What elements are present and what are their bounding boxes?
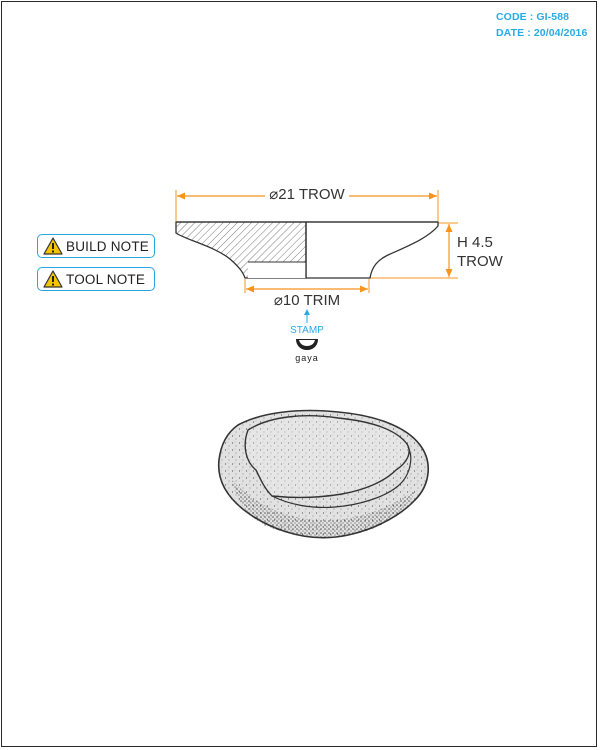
base-width-dimension: ⌀10 TRIM [244,279,370,309]
height-label-line1: H 4.5 [457,234,493,251]
svg-text:gaya: gaya [295,353,319,363]
date-label: DATE : 20/04/2016 [496,27,588,39]
top-width-label: ⌀21 TROW [269,186,345,203]
tool-note-button[interactable]: TOOL NOTE [37,267,155,291]
build-note-label: BUILD NOTE [66,238,150,254]
warning-icon [43,237,63,255]
gaya-logo: gaya [295,339,319,363]
code-label: CODE : GI-588 [496,11,570,23]
stamp-indicator: STAMP [290,309,324,336]
build-note-button[interactable]: BUILD NOTE [37,234,155,258]
bowl-profile [175,221,439,279]
top-width-dimension: ⌀21 TROW [175,184,439,221]
height-dimension: H 4.5 TROW [370,222,504,279]
stone-bowl-illustration [217,409,430,539]
stamp-label: STAMP [290,325,324,336]
tool-note-label: TOOL NOTE [66,271,146,287]
warning-icon [43,270,63,288]
height-label-line2: TROW [457,253,504,270]
base-width-label: ⌀10 TRIM [274,292,340,309]
